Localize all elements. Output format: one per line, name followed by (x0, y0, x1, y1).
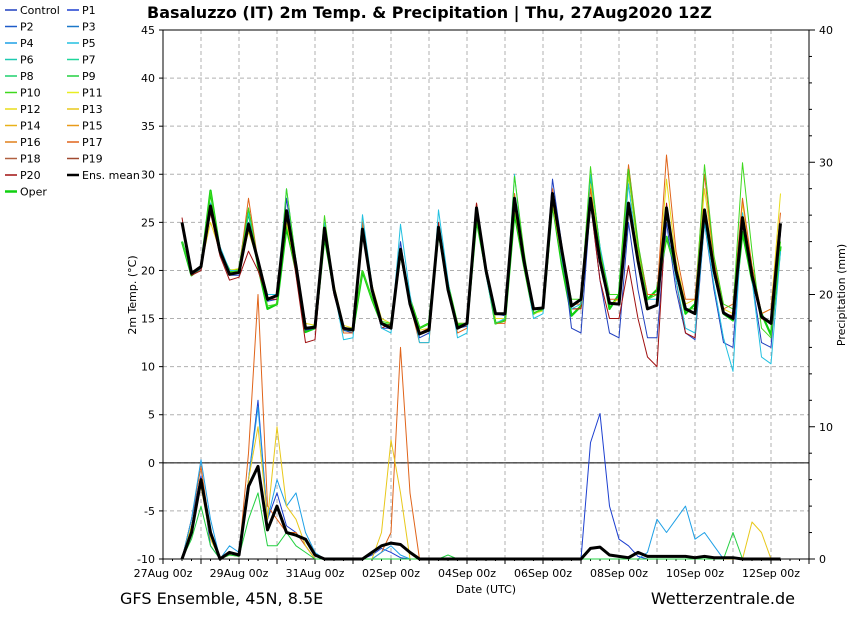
y-tick-label: 0 (148, 457, 155, 470)
y-right-tick-label: 0 (819, 553, 826, 566)
x-tick-label: 27Aug 00z (134, 567, 193, 580)
plot-area: -10 -5 0 5 10 15 20 25 30 35 40 45 0 10 20 30 40 27Aug 00… (134, 24, 833, 580)
series-p5 (181, 173, 781, 372)
chart-title: Basaluzzo (IT) 2m Temp. & Precipitation … (147, 3, 712, 23)
legend: Control P1 P2 P3 P4 P5 P6 P7 P8 P9 P10 P11 P12 P13 P14… (5, 4, 140, 199)
x-tick-label: 02Sep 00z (362, 567, 420, 580)
series-ens-mean (180, 192, 782, 336)
y-tick-label: 45 (141, 24, 155, 37)
y-tick-label: 5 (148, 409, 155, 422)
y-tick-label: 25 (141, 216, 155, 229)
legend-label: P4 (20, 37, 34, 50)
legend-label: P13 (82, 103, 103, 116)
legend-label: P10 (20, 87, 41, 100)
legend-label: P5 (82, 37, 96, 50)
y-axis-label: 2m Temp. (°C) (126, 255, 139, 334)
legend-label: P12 (20, 103, 41, 116)
legend-label: P17 (82, 136, 103, 149)
y-tick-label: 20 (141, 264, 155, 277)
x-tick-label: 06Sep 00z (514, 567, 572, 580)
x-tick-label: 31Aug 00z (286, 567, 345, 580)
series-p13 (181, 426, 781, 560)
y-right-tick-label: 40 (819, 24, 833, 37)
legend-label: P2 (20, 21, 34, 34)
legend-label: P9 (82, 70, 96, 83)
legend-label: P15 (82, 120, 103, 133)
series-p4 (181, 406, 781, 560)
legend-label: P7 (82, 54, 96, 67)
legend-label: P20 (20, 169, 41, 182)
legend-label: P18 (20, 153, 41, 166)
y-tick-label: 10 (141, 361, 155, 374)
y-right-tick-label: 30 (819, 156, 833, 169)
y-axis-right-label: Precipitation (mm) (835, 244, 848, 346)
legend-label: P11 (82, 87, 103, 100)
footer-source: Wetterzentrale.de (651, 589, 795, 608)
y-right-tick-label: 20 (819, 289, 833, 302)
x-tick-label: 04Sep 00z (438, 567, 496, 580)
y-tick-label: -5 (144, 505, 155, 518)
y-tick-label: 40 (141, 72, 155, 85)
x-tick-label: 08Sep 00z (590, 567, 648, 580)
y-tick-label: 15 (141, 313, 155, 326)
legend-label: P3 (82, 21, 96, 34)
legend-label: P8 (20, 70, 34, 83)
x-tick-label: 10Sep 00z (666, 567, 724, 580)
legend-label: Oper (20, 186, 47, 199)
series-p20 (181, 197, 781, 368)
x-axis-label: Date (UTC) (456, 583, 516, 596)
legend-label: P6 (20, 54, 34, 67)
y-tick-label: 30 (141, 168, 155, 181)
footer-model-info: GFS Ensemble, 45N, 8.5E (120, 589, 323, 608)
x-tick-label: 29Aug 00z (210, 567, 269, 580)
legend-label: P16 (20, 136, 41, 149)
series-control (181, 178, 781, 348)
y-tick-label: 35 (141, 120, 155, 133)
legend-label: P19 (82, 153, 103, 166)
series-ens-mean (180, 464, 781, 561)
legend-label: Control (20, 4, 60, 17)
x-tick-label: 12Sep 00z (742, 567, 800, 580)
legend-label: Ens. mean (82, 169, 140, 182)
y-right-tick-label: 10 (819, 421, 833, 434)
y-tick-label: -10 (137, 553, 155, 566)
legend-label: P1 (82, 4, 96, 17)
legend-label: P14 (20, 120, 41, 133)
